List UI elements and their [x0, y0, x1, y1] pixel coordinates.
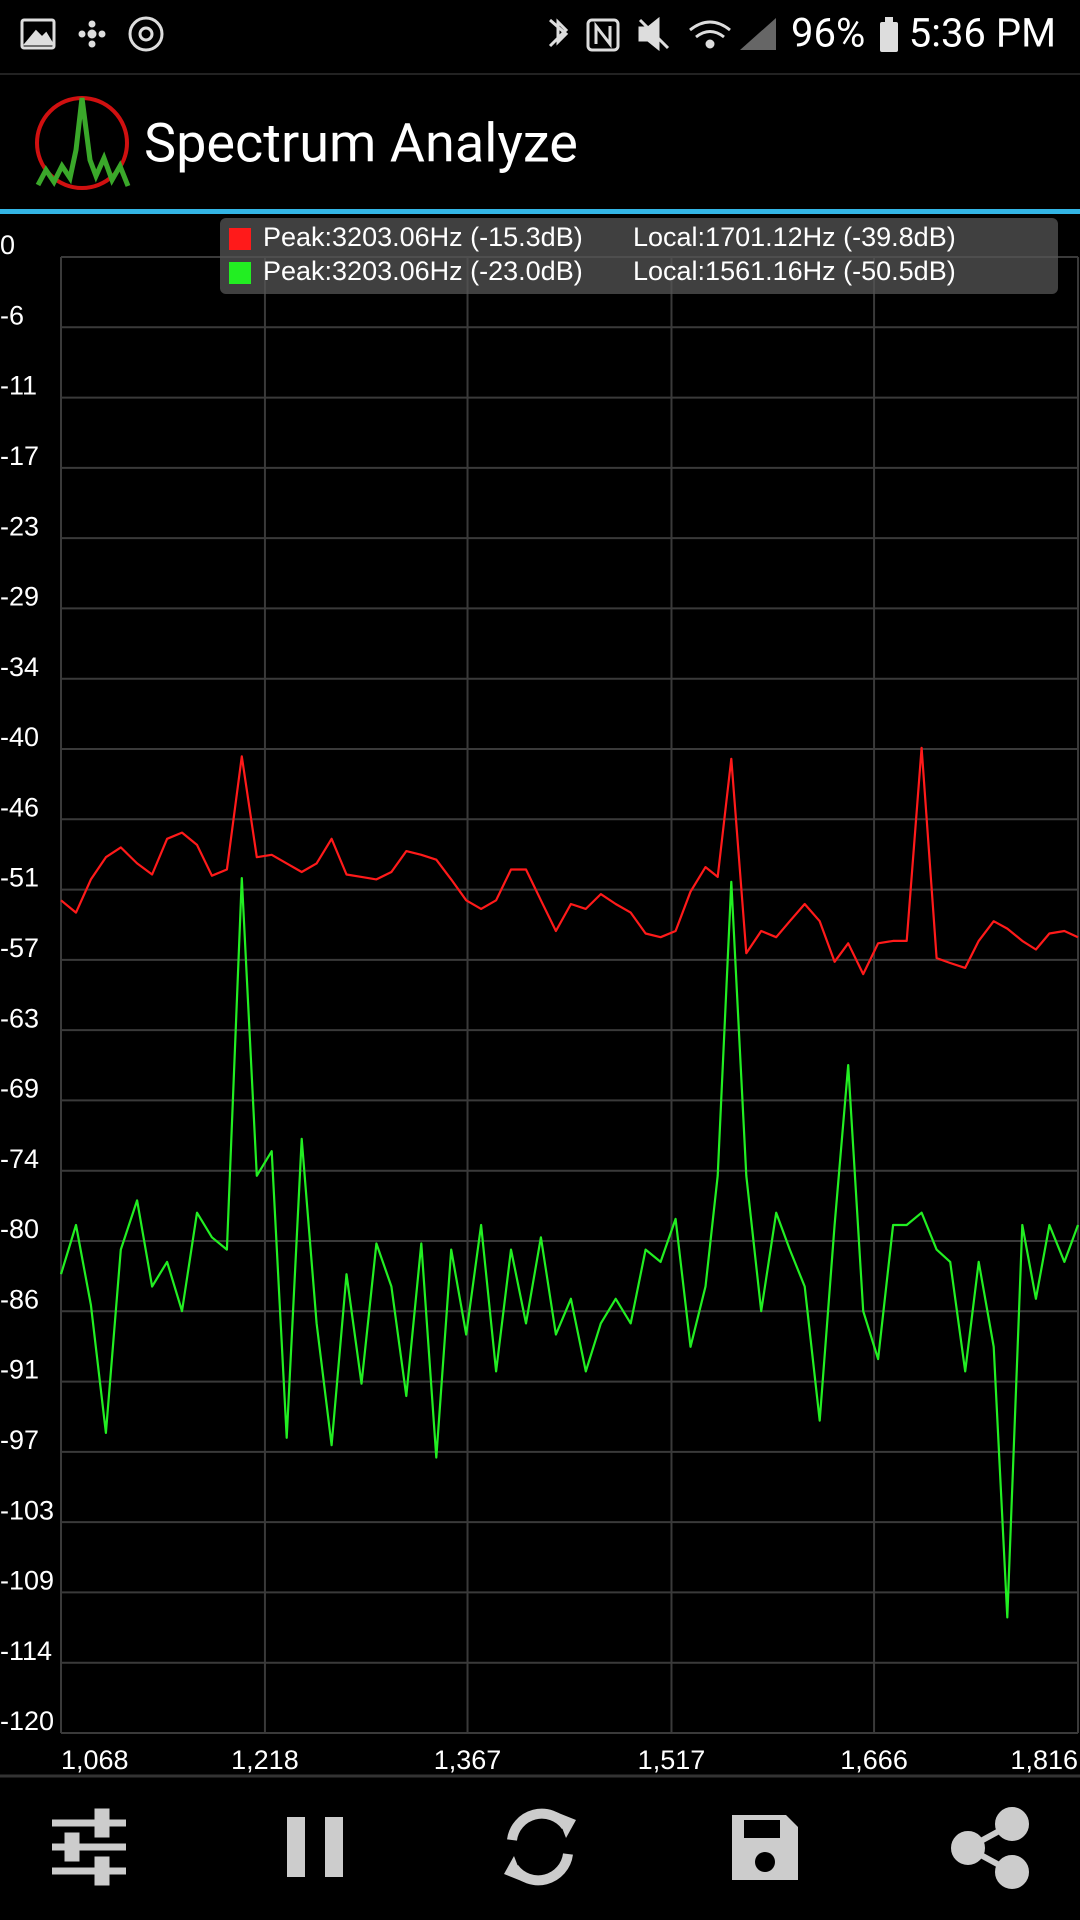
- y-tick-label: -34: [0, 652, 39, 682]
- y-tick-label: 0: [0, 230, 15, 260]
- y-tick-label: -114: [0, 1636, 52, 1666]
- clock: 5:36 PM: [909, 10, 1056, 57]
- y-tick-label: -6: [0, 300, 24, 330]
- y-tick-label: -46: [0, 792, 39, 822]
- status-icons: [20, 16, 898, 52]
- x-tick-label: 1,367: [434, 1745, 502, 1775]
- spectrum-line: [60, 746, 1079, 976]
- y-tick-label: -97: [0, 1425, 39, 1455]
- y-tick-label: -74: [0, 1144, 39, 1174]
- y-tick-label: -23: [0, 511, 39, 541]
- legend-swatch: [229, 262, 251, 284]
- x-tick-label: 1,517: [638, 1745, 706, 1775]
- x-tick-label: 1,068: [61, 1745, 129, 1775]
- app-bar-divider: [0, 209, 1080, 214]
- battery-percent: 96%: [791, 10, 865, 57]
- spectrum-line: [59, 877, 1080, 1619]
- x-tick-label: 1,218: [231, 1745, 299, 1775]
- app-title: Spectrum Analyze: [144, 112, 578, 175]
- plot: 0 -6 -11 -17 -23 -29 -34 -40 -46 -51 -57 -63 -69 -74 -…: [0, 230, 1080, 1775]
- y-tick-label: -91: [0, 1355, 39, 1385]
- y-tick-label: -17: [0, 441, 39, 471]
- refresh-button[interactable]: [504, 1808, 576, 1886]
- settings-button[interactable]: [52, 1808, 126, 1886]
- y-tick-label: -80: [0, 1214, 39, 1244]
- y-tick-label: -11: [0, 371, 37, 401]
- legend: Peak:3203.06Hz (-15.3dB) Local:1701.12Hz …: [229, 222, 956, 286]
- x-tick-label: 1,666: [840, 1745, 908, 1775]
- y-tick-label: -29: [0, 582, 39, 612]
- y-tick-label: -103: [0, 1495, 54, 1525]
- y-tick-label: -120: [0, 1706, 54, 1736]
- y-tick-label: -51: [0, 863, 39, 893]
- legend-local: Local:1701.12Hz (-39.8dB): [633, 222, 956, 252]
- pause-button[interactable]: [287, 1817, 343, 1877]
- y-tick-label: -57: [0, 933, 39, 963]
- legend-local: Local:1561.16Hz (-50.5dB): [633, 256, 956, 286]
- app-logo: [35, 96, 131, 190]
- y-tick-label: -69: [0, 1074, 39, 1104]
- y-tick-label: -109: [0, 1566, 54, 1596]
- legend-box: [220, 218, 1058, 294]
- legend-swatch: [229, 228, 251, 250]
- y-tick-label: -40: [0, 722, 39, 752]
- save-button[interactable]: [732, 1815, 798, 1880]
- legend-peak: Peak:3203.06Hz (-23.0dB): [263, 256, 583, 286]
- y-tick-label: -86: [0, 1284, 39, 1314]
- legend-peak: Peak:3203.06Hz (-15.3dB): [263, 222, 583, 252]
- share-button[interactable]: [951, 1807, 1029, 1889]
- x-tick-label: 1,816: [1010, 1745, 1078, 1775]
- y-tick-label: -63: [0, 1003, 39, 1033]
